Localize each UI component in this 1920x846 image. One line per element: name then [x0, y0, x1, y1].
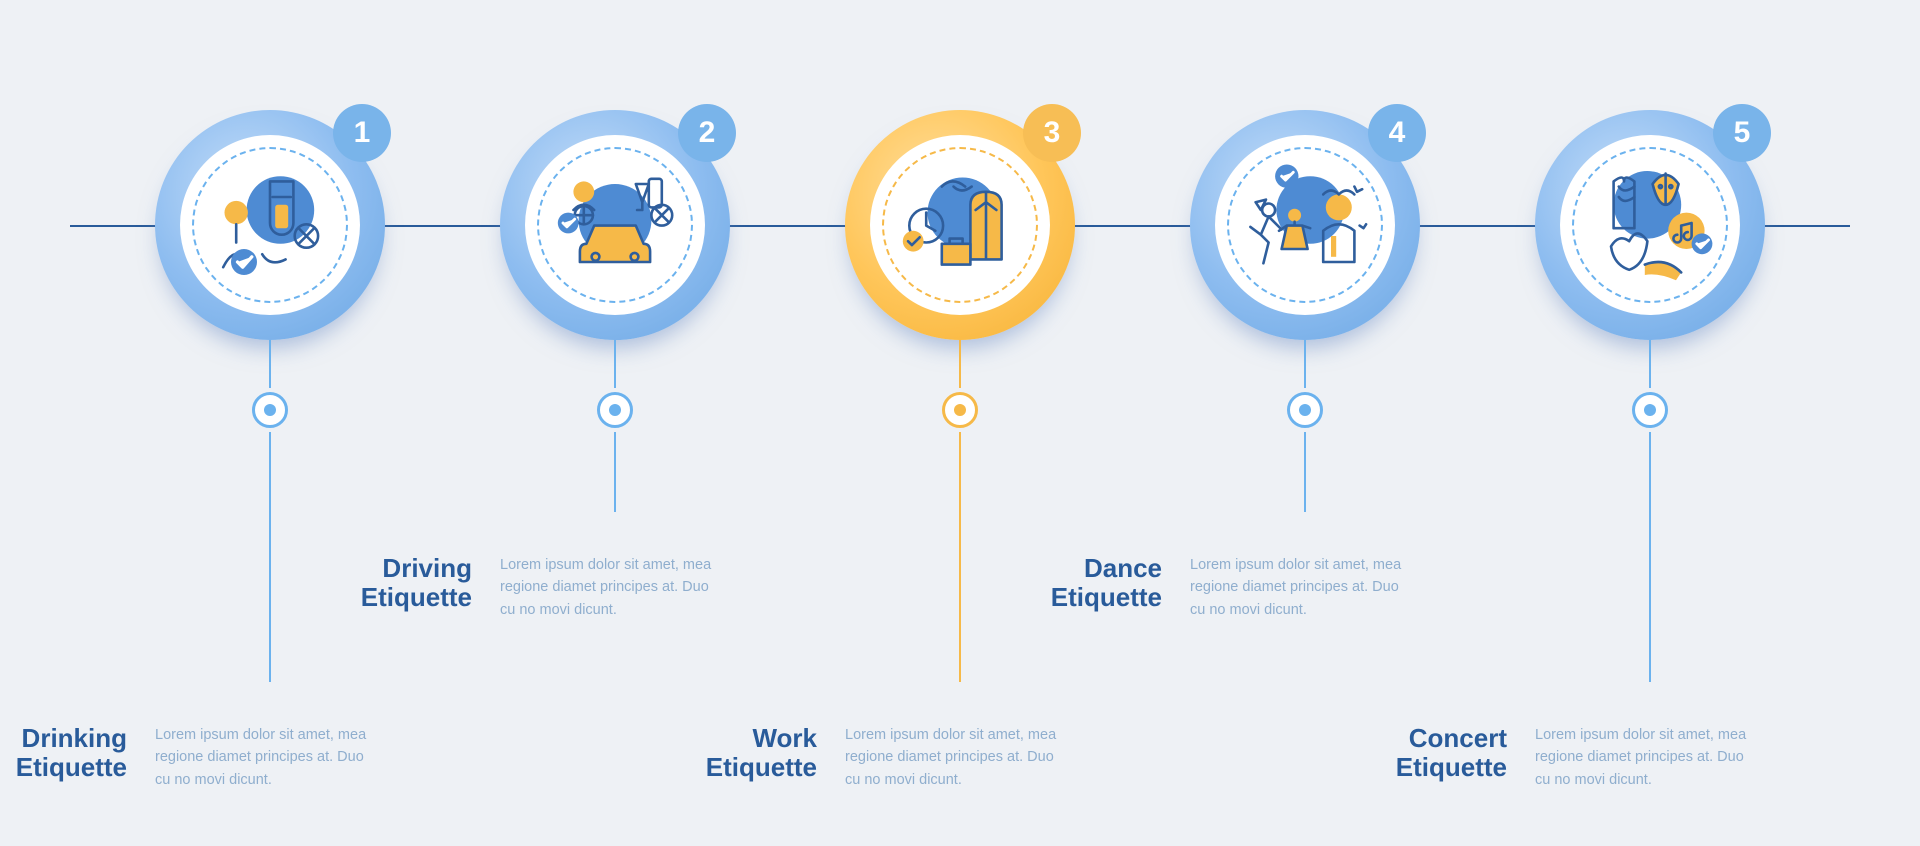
- steps-row: 1DrinkingEtiquetteLorem ipsum dolor sit …: [0, 110, 1920, 682]
- step-text: DrivingEtiquette Lorem ipsum dolor sit am…: [322, 554, 732, 621]
- step-5: 5ConcertEtiquetteLorem ipsum dolor sit a…: [1535, 110, 1765, 682]
- step-description: Lorem ipsum dolor sit amet, mea regione …: [845, 724, 1070, 791]
- step-title: ConcertEtiquette: [1357, 724, 1507, 791]
- step-title: DanceEtiquette: [1012, 554, 1162, 621]
- step-description: Lorem ipsum dolor sit amet, mea regione …: [1190, 554, 1415, 621]
- etiquette-infographic: 1 DrinkingEtiquette Lorem ipsum dolor sit …: [0, 0, 1920, 846]
- step-description: Lorem ipsum dolor sit amet, mea regione …: [1535, 724, 1760, 791]
- step-number-badge: 2: [678, 104, 736, 162]
- connector-dot: [597, 392, 633, 428]
- connector-dot: [1632, 392, 1668, 428]
- step-number-badge: 3: [1023, 104, 1081, 162]
- step-circle: 2: [500, 110, 730, 340]
- step-title: DrinkingEtiquette: [0, 724, 127, 791]
- step-text: WorkEtiquette Lorem ipsum dolor sit amet,…: [667, 724, 1077, 791]
- step-title: DrivingEtiquette: [322, 554, 472, 621]
- step-circle: 3: [845, 110, 1075, 340]
- step-description: Lorem ipsum dolor sit amet, mea regione …: [500, 554, 725, 621]
- step-2: 2DrivingEtiquetteLorem ipsum dolor sit a…: [500, 110, 730, 682]
- connector-dot: [942, 392, 978, 428]
- step-circle: 4: [1190, 110, 1420, 340]
- step-number-badge: 4: [1368, 104, 1426, 162]
- step-number-badge: 5: [1713, 104, 1771, 162]
- step-number-badge: 1: [333, 104, 391, 162]
- step-description: Lorem ipsum dolor sit amet, mea regione …: [155, 724, 380, 791]
- step-circle: 1: [155, 110, 385, 340]
- step-text: DrinkingEtiquette Lorem ipsum dolor sit a…: [0, 724, 387, 791]
- connector-dot: [252, 392, 288, 428]
- step-4: 4DanceEtiquetteLorem ipsum dolor sit ame…: [1190, 110, 1420, 682]
- step-circle: 5: [1535, 110, 1765, 340]
- connector-dot: [1287, 392, 1323, 428]
- step-title: WorkEtiquette: [667, 724, 817, 791]
- step-text: DanceEtiquette Lorem ipsum dolor sit amet…: [1012, 554, 1422, 621]
- step-text: ConcertEtiquette Lorem ipsum dolor sit am…: [1357, 724, 1767, 791]
